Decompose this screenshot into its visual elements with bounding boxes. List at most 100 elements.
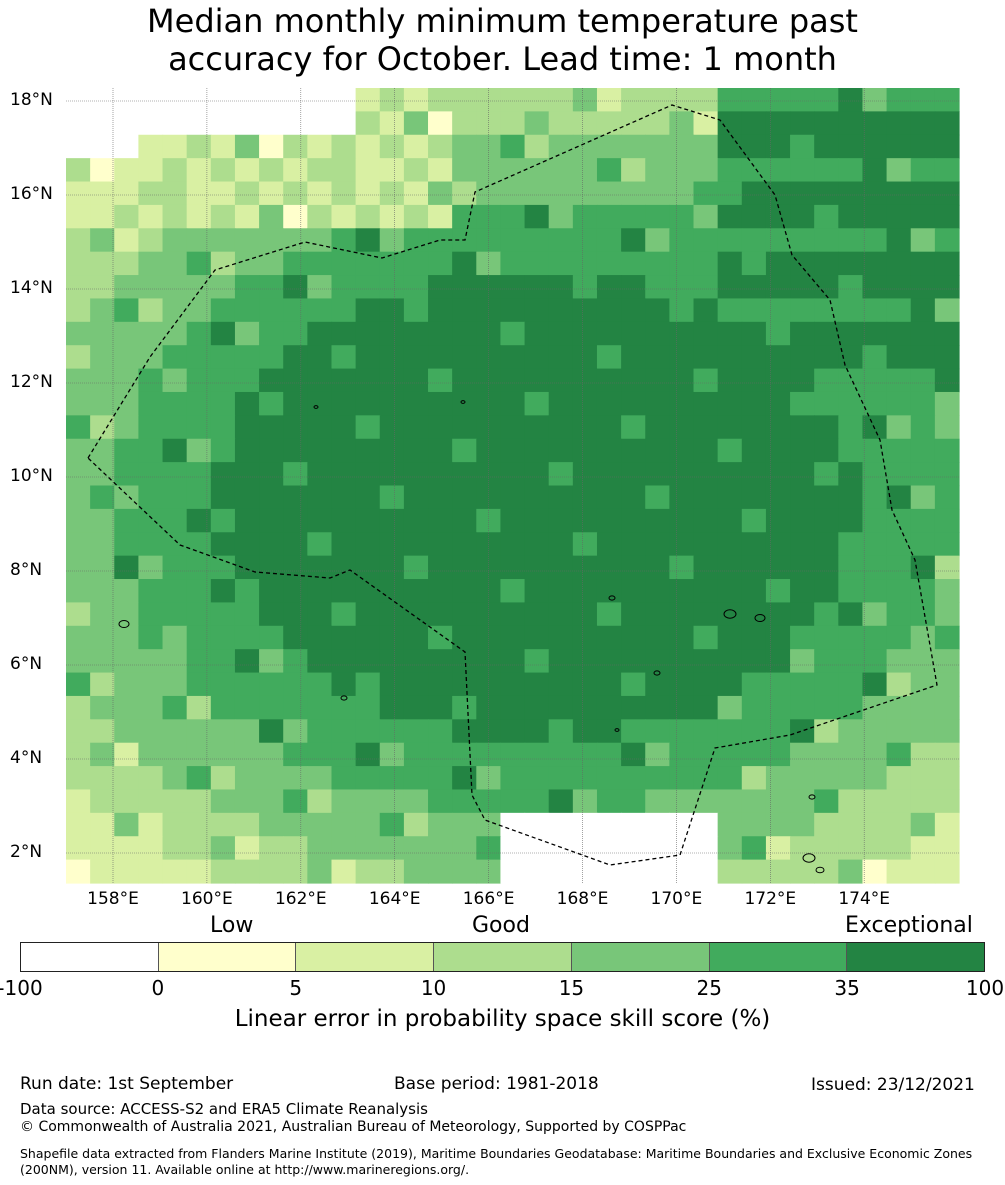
skill-cell — [693, 181, 719, 206]
skill-cell — [862, 649, 888, 674]
skill-cell — [934, 134, 960, 159]
skill-cell — [379, 321, 405, 346]
skill-cell — [355, 298, 381, 323]
skill-cell — [910, 438, 936, 463]
skill-cell — [138, 181, 164, 206]
skill-cell — [621, 812, 646, 837]
skill-cell — [307, 345, 333, 370]
skill-cell — [331, 695, 357, 720]
skill-cell — [331, 602, 357, 627]
skill-cell — [548, 275, 574, 300]
skill-cell — [90, 298, 115, 323]
skill-cell — [669, 508, 695, 533]
skill-cell — [234, 204, 260, 229]
skill-cell — [669, 345, 695, 370]
skill-cell — [862, 508, 888, 533]
skill-cell — [114, 345, 140, 370]
skill-cell — [934, 275, 960, 300]
skill-cell — [452, 391, 477, 416]
skill-cell — [814, 158, 839, 183]
skill-cell — [66, 111, 91, 136]
skill-cell — [596, 695, 622, 720]
skill-cell — [572, 532, 598, 557]
skill-cell — [934, 321, 960, 346]
skill-cell — [669, 555, 695, 580]
skill-cell — [717, 368, 743, 393]
skill-cell — [765, 251, 791, 276]
skill-cell — [934, 462, 960, 487]
skill-cell — [669, 415, 695, 440]
skill-cell — [186, 579, 212, 604]
skill-cell — [693, 158, 719, 183]
skill-cell — [862, 391, 888, 416]
skill-cell — [138, 275, 164, 300]
skill-cell — [596, 625, 622, 650]
skill-cell — [693, 742, 719, 767]
skill-cell — [500, 555, 526, 580]
skill-cell — [548, 789, 574, 814]
skill-cell — [717, 719, 743, 744]
skill-cell — [428, 391, 453, 416]
skill-cell — [307, 134, 333, 159]
skill-cell — [500, 275, 526, 300]
skill-cell — [210, 321, 236, 346]
skill-cell — [500, 532, 526, 557]
skill-cell — [693, 345, 719, 370]
skill-cell — [90, 368, 115, 393]
colorbar-segment — [709, 943, 848, 971]
skill-cell — [379, 812, 405, 837]
skill-cell — [331, 204, 357, 229]
skill-cell — [669, 204, 695, 229]
skill-cell — [66, 532, 91, 557]
lat-tick-label: 18°N — [10, 90, 53, 110]
skill-cell — [403, 275, 429, 300]
skill-cell — [862, 158, 888, 183]
skill-cell — [669, 438, 695, 463]
skill-cell — [717, 555, 743, 580]
skill-cell — [741, 415, 767, 440]
skill-cell — [596, 462, 622, 487]
skill-cell — [500, 812, 526, 837]
skill-cell — [838, 719, 864, 744]
skill-cell — [379, 649, 405, 674]
skill-cell — [66, 719, 91, 744]
skill-cell — [790, 625, 815, 650]
skill-cell — [114, 859, 140, 884]
skill-cell — [428, 251, 453, 276]
skill-cell — [162, 321, 188, 346]
skill-cell — [283, 462, 308, 487]
skill-cell — [259, 391, 284, 416]
island-outline — [340, 695, 348, 701]
skill-cell — [838, 438, 864, 463]
skill-cell — [210, 602, 236, 627]
skill-cell — [331, 321, 357, 346]
skill-cell — [934, 251, 960, 276]
skill-cell — [331, 719, 357, 744]
skill-cell — [500, 251, 526, 276]
skill-cell — [524, 579, 550, 604]
skill-cell — [524, 508, 550, 533]
skill-cell — [765, 158, 791, 183]
skill-cell — [693, 508, 719, 533]
skill-cell — [669, 625, 695, 650]
skill-cell — [259, 766, 284, 791]
skill-cell — [572, 485, 598, 510]
skill-cell — [355, 859, 381, 884]
skill-cell — [162, 88, 188, 112]
skill-cell — [862, 766, 888, 791]
skill-cell — [210, 345, 236, 370]
skill-cell — [428, 532, 453, 557]
skill-cell — [862, 532, 888, 557]
skill-cell — [669, 251, 695, 276]
skill-cell — [838, 462, 864, 487]
skill-cell — [452, 789, 477, 814]
lat-tick-label: 16°N — [10, 184, 53, 204]
skill-cell — [66, 812, 91, 837]
skill-cell — [790, 695, 815, 720]
skill-cell — [307, 462, 333, 487]
skill-cell — [114, 789, 140, 814]
skill-cell — [910, 391, 936, 416]
skill-cell — [862, 695, 888, 720]
skill-cell — [621, 672, 646, 697]
skill-cell — [910, 275, 936, 300]
